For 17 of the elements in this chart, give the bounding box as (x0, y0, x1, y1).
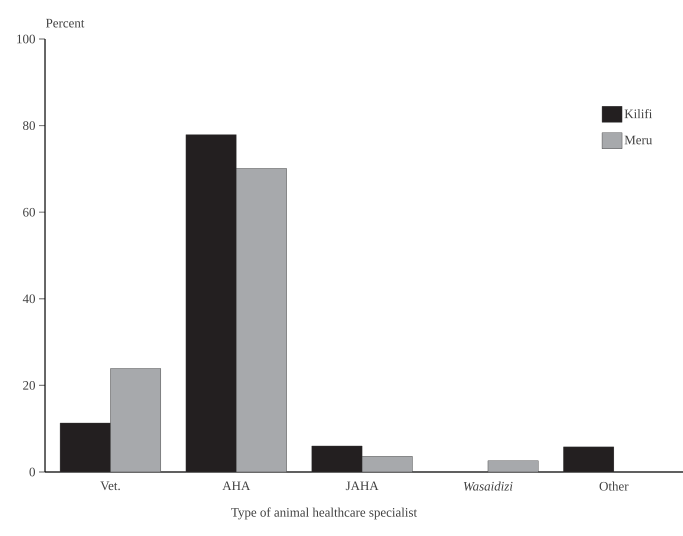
x-tick-label: JAHA (346, 482, 379, 490)
y-tick-label: 100 (17, 34, 35, 44)
y-tick-label: 40 (22, 294, 35, 304)
legend-label: Kilifi (624, 109, 652, 118)
x-tick-label: Other (600, 482, 628, 491)
bar (488, 460, 538, 472)
y-tick-label: 20 (23, 381, 35, 390)
y-tick-label: 80 (23, 121, 35, 130)
legend-label: Meru (624, 136, 652, 144)
x-tick-label: AHA (222, 482, 250, 490)
y-tick-label: 0 (30, 468, 35, 476)
y-tick-label: 60 (23, 208, 35, 217)
bar (563, 446, 614, 472)
x-axis-title: Type of animal healthcare specialist (231, 508, 418, 520)
x-tick-label: Vet. (100, 482, 120, 490)
y-axis-title: Percent (46, 18, 84, 28)
x-tick-label: Wasaidizi (464, 482, 513, 491)
